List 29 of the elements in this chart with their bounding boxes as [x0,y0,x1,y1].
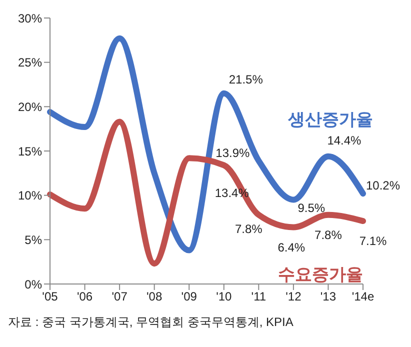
x-tick-label: '07 [112,290,128,304]
x-tick-label: '11 [251,290,266,304]
x-tick-label: '09 [181,290,198,304]
data-label: 10.2% [366,178,400,193]
data-label: 7.8% [234,222,263,236]
x-tick-label: '14e [352,290,374,304]
text: 생산증가율 [288,109,373,131]
x-tick-label: '12 [286,290,302,304]
x-tick-label: '05 [42,290,58,304]
y-tick-label: 10% [18,188,42,203]
data-label: 21.5% [228,72,264,86]
x-tick-label: '06 [76,290,93,304]
data-label: 7.1% [359,234,387,248]
x-tick-label: '13 [320,290,336,304]
data-label: 7.8% [314,228,342,242]
x-tick-label: '08 [146,290,162,304]
data-label: 6.4% [278,240,306,254]
x-tick-label: '10 [216,290,232,304]
data-label: 13.9% [216,146,250,160]
y-tick-label: 25% [18,56,42,70]
y-tick-label: 30% [18,11,42,26]
y-tick-label: 5% [24,232,42,247]
y-tick-label: 20% [18,100,42,114]
text: 자료 : 중국 국가통계국, 무역협회 중국무역통계, KPIA [8,314,294,331]
y-tick-label: 15% [18,144,42,158]
y-tick-label: 0% [24,277,42,292]
data-label: 9.5% [298,200,326,215]
data-label: 14.4% [327,133,362,148]
text: 수요증가율 [278,264,363,286]
